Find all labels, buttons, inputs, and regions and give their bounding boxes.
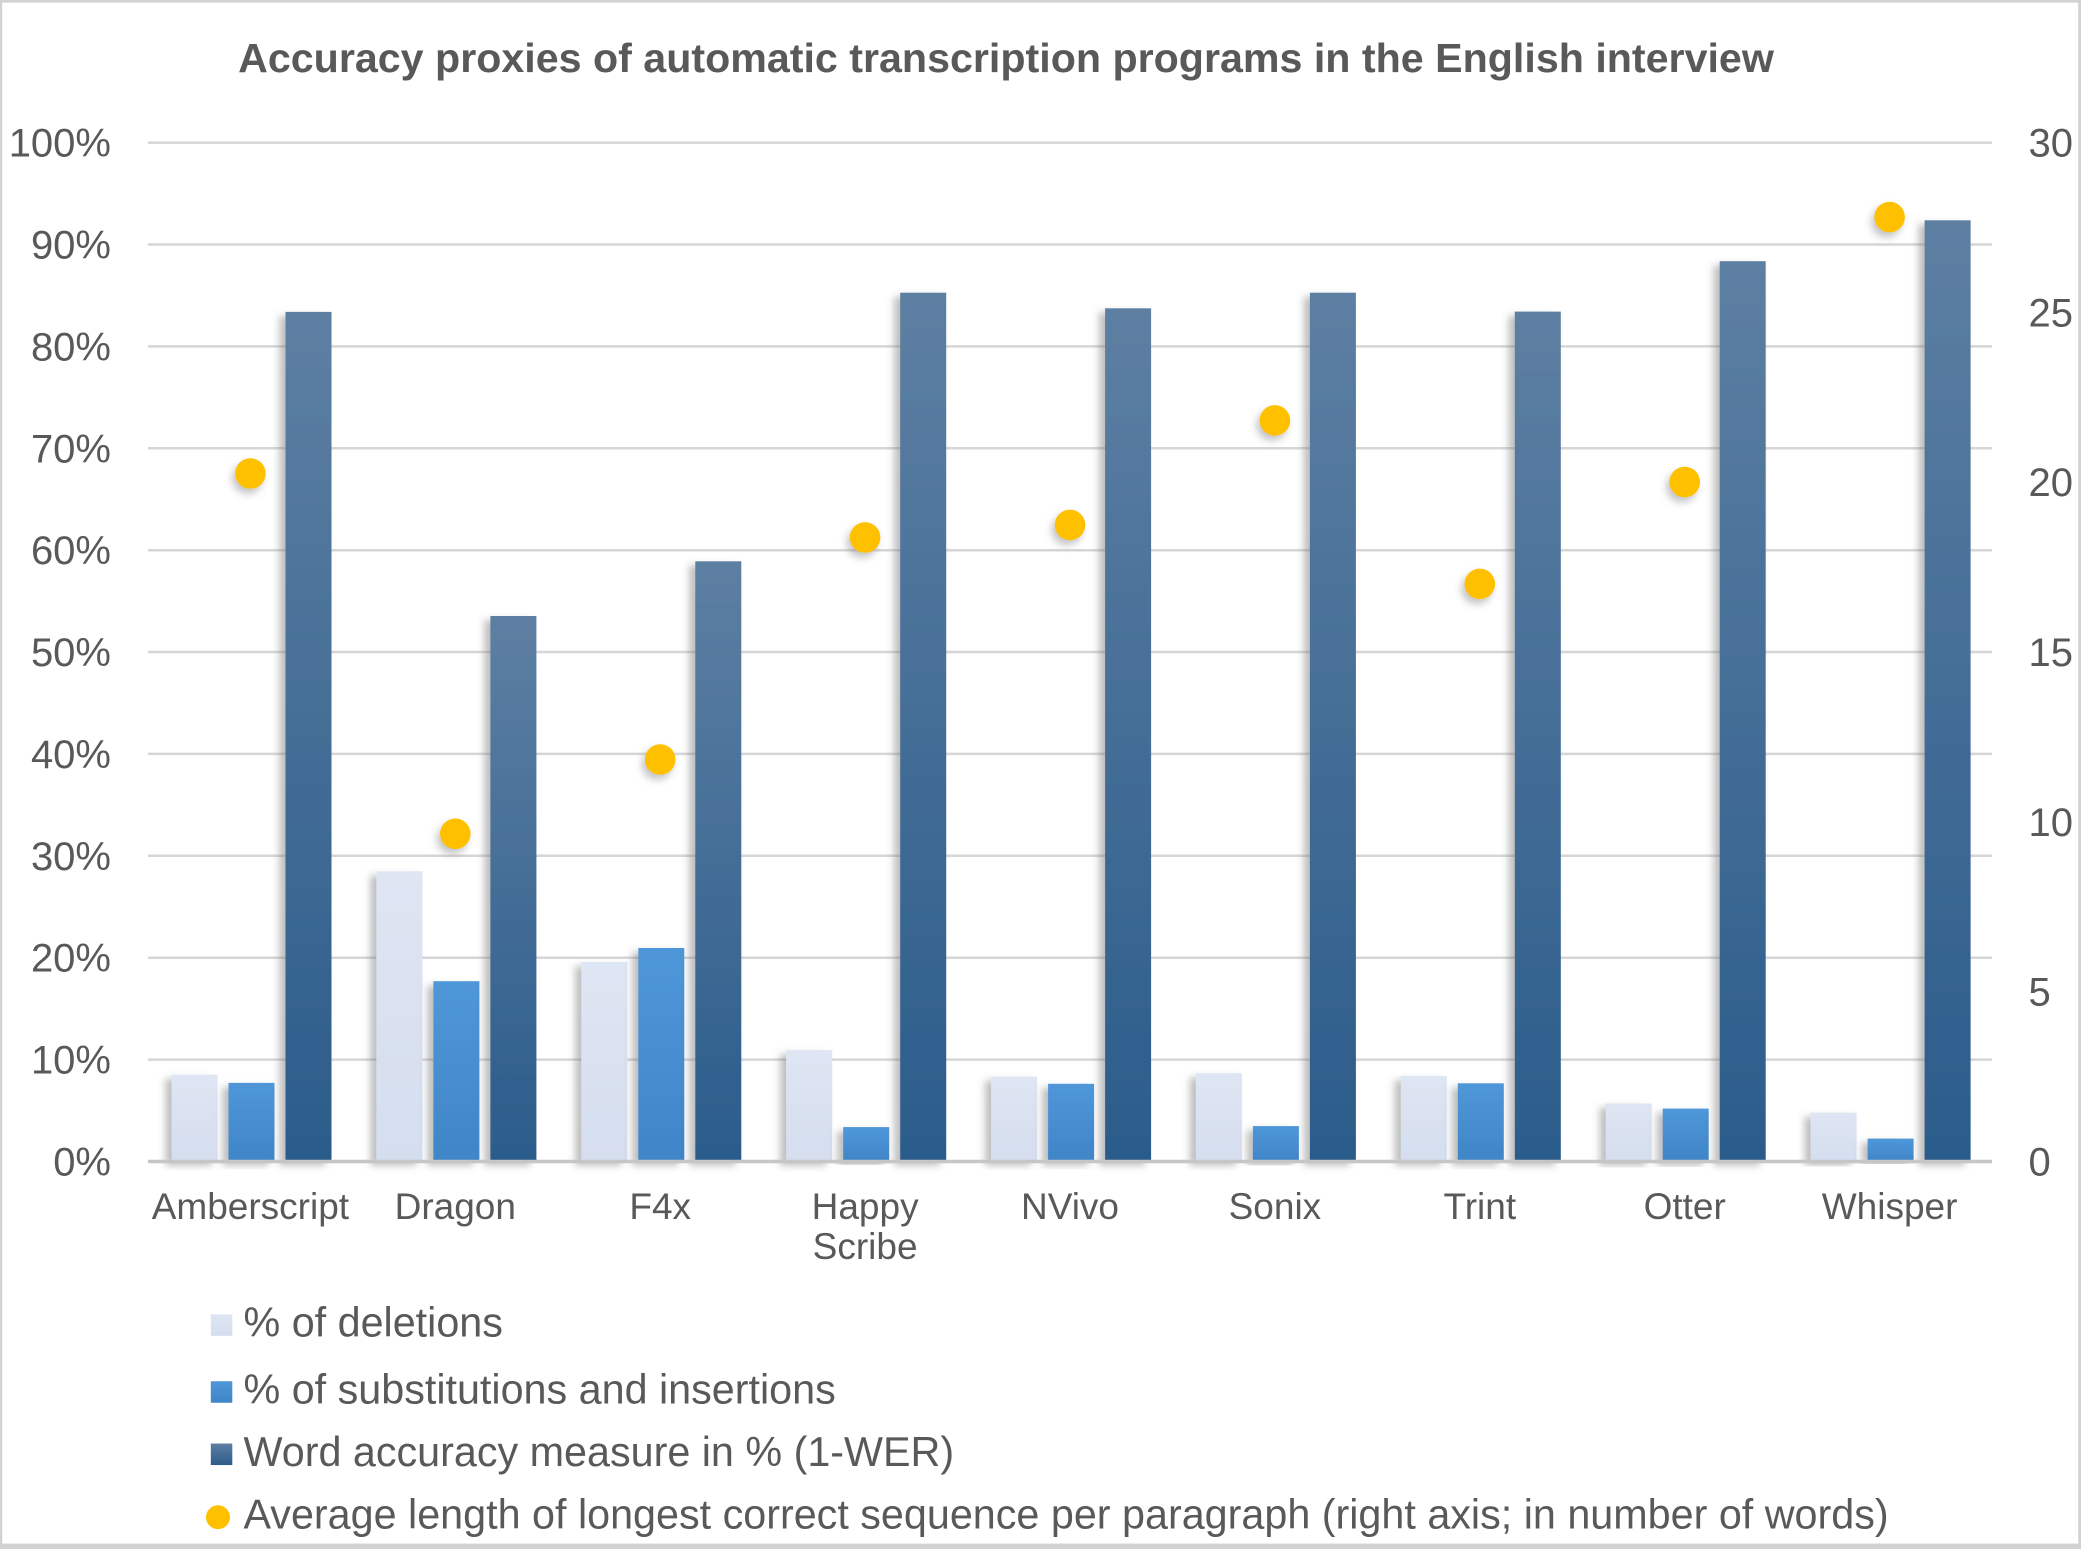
svg-text:30%: 30% (31, 835, 111, 879)
svg-text:0: 0 (2029, 1141, 2051, 1185)
svg-text:F4x: F4x (629, 1186, 691, 1227)
svg-text:50%: 50% (31, 631, 111, 675)
svg-text:25: 25 (2029, 291, 2074, 335)
svg-text:10: 10 (2029, 801, 2074, 845)
svg-text:40%: 40% (31, 733, 111, 777)
svg-text:0%: 0% (53, 1141, 111, 1185)
svg-text:30: 30 (2029, 122, 2074, 166)
svg-text:5: 5 (2029, 971, 2051, 1015)
svg-text:% of substitutions and inserti: % of substitutions and insertions (244, 1367, 836, 1413)
svg-text:90%: 90% (31, 224, 111, 268)
svg-text:Amberscript: Amberscript (152, 1186, 350, 1227)
svg-text:100%: 100% (9, 122, 111, 166)
svg-text:20%: 20% (31, 937, 111, 981)
svg-text:60%: 60% (31, 529, 111, 573)
svg-text:Whisper: Whisper (1822, 1186, 1958, 1227)
svg-text:20: 20 (2029, 461, 2074, 505)
svg-text:Sonix: Sonix (1229, 1186, 1322, 1227)
svg-text:Scribe: Scribe (813, 1226, 918, 1267)
svg-text:Trint: Trint (1443, 1186, 1516, 1227)
svg-text:Dragon: Dragon (395, 1186, 516, 1227)
svg-text:% of deletions: % of deletions (244, 1300, 503, 1346)
svg-text:80%: 80% (31, 325, 111, 369)
svg-text:Otter: Otter (1644, 1186, 1726, 1227)
svg-text:Word accuracy measure in % (1-: Word accuracy measure in % (1-WER) (244, 1429, 955, 1475)
svg-text:Happy: Happy (812, 1186, 919, 1227)
svg-text:NVivo: NVivo (1021, 1186, 1119, 1227)
svg-text:Average length of longest corr: Average length of longest correct sequen… (244, 1492, 1889, 1538)
svg-text:70%: 70% (31, 427, 111, 471)
svg-text:15: 15 (2029, 631, 2074, 675)
svg-text:10%: 10% (31, 1039, 111, 1083)
svg-text:Accuracy proxies of automatic: Accuracy proxies of automatic transcript… (238, 35, 1775, 81)
